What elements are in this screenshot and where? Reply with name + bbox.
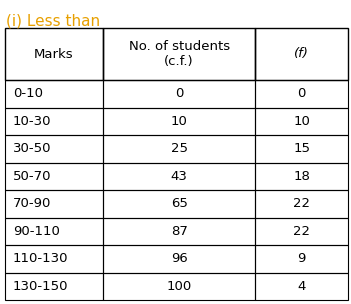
Bar — [256, 245, 348, 272]
Bar — [103, 190, 256, 217]
Bar — [256, 135, 348, 163]
Text: 22: 22 — [293, 225, 310, 238]
Bar — [5, 272, 103, 300]
Text: 0: 0 — [298, 87, 306, 100]
Text: Marks: Marks — [34, 47, 74, 60]
Text: 18: 18 — [293, 170, 310, 183]
Text: 70-90: 70-90 — [13, 197, 51, 210]
Bar — [256, 80, 348, 108]
Text: 22: 22 — [293, 197, 310, 210]
Bar — [256, 163, 348, 190]
Text: 110-130: 110-130 — [13, 252, 68, 265]
Text: (f): (f) — [294, 47, 309, 60]
Bar — [256, 190, 348, 217]
Text: 43: 43 — [171, 170, 187, 183]
Bar — [103, 163, 256, 190]
Bar — [103, 80, 256, 108]
Bar — [103, 28, 256, 80]
Text: 87: 87 — [171, 225, 187, 238]
Bar — [103, 272, 256, 300]
Bar — [256, 272, 348, 300]
Bar — [5, 108, 103, 135]
Bar — [103, 217, 256, 245]
Text: 100: 100 — [166, 280, 192, 293]
Bar — [5, 217, 103, 245]
Text: 25: 25 — [171, 142, 187, 155]
Bar — [256, 217, 348, 245]
Bar — [5, 245, 103, 272]
Bar — [5, 163, 103, 190]
Bar — [103, 245, 256, 272]
Bar — [5, 190, 103, 217]
Bar — [103, 135, 256, 163]
Text: (i) Less than: (i) Less than — [6, 14, 100, 29]
Text: 15: 15 — [293, 142, 310, 155]
Text: 90-110: 90-110 — [13, 225, 60, 238]
Text: 4: 4 — [298, 280, 306, 293]
Bar — [256, 108, 348, 135]
Bar — [5, 80, 103, 108]
Text: 10-30: 10-30 — [13, 115, 52, 128]
Text: 96: 96 — [171, 252, 187, 265]
Text: 130-150: 130-150 — [13, 280, 68, 293]
Text: 10: 10 — [171, 115, 187, 128]
Text: 50-70: 50-70 — [13, 170, 52, 183]
Bar — [5, 28, 103, 80]
Text: No. of students
(c.f.): No. of students (c.f.) — [128, 40, 230, 68]
Bar — [103, 108, 256, 135]
Text: 10: 10 — [293, 115, 310, 128]
Text: 65: 65 — [171, 197, 187, 210]
Bar — [256, 28, 348, 80]
Text: 0: 0 — [175, 87, 183, 100]
Text: 0-10: 0-10 — [13, 87, 43, 100]
Text: 9: 9 — [298, 252, 306, 265]
Bar — [5, 135, 103, 163]
Text: 30-50: 30-50 — [13, 142, 52, 155]
